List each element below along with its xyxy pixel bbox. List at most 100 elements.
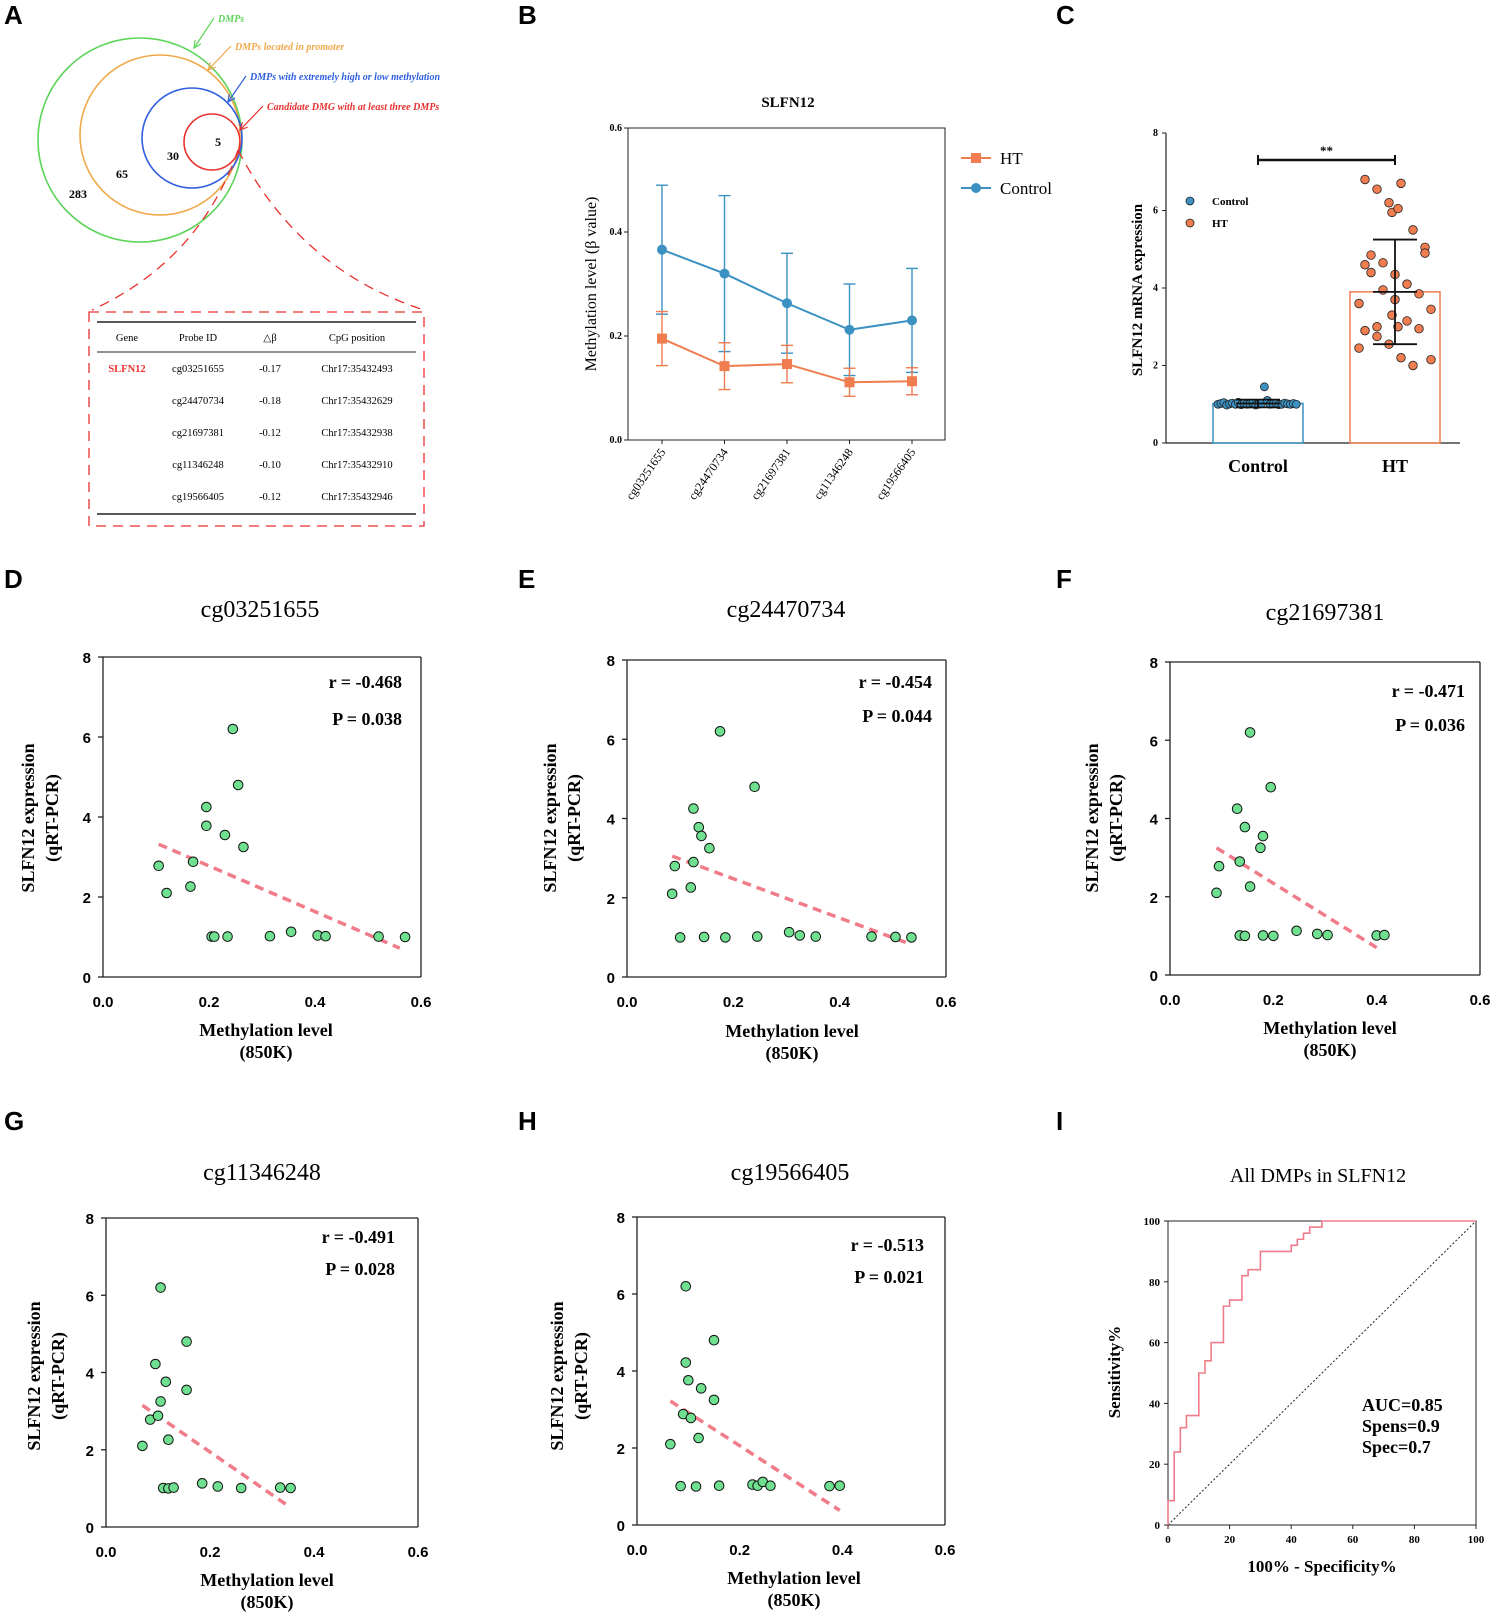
scatter-point [196, 1478, 208, 1489]
r-value: r = -0.491 [322, 1227, 395, 1247]
y-tick-label: 8 [86, 1211, 94, 1228]
y-axis-label: Methylation level (β value) [583, 197, 600, 372]
venn-label-2: DMPs located in promoter [234, 42, 344, 53]
x-category-label: Control [1228, 456, 1288, 476]
scatter-point [153, 860, 164, 872]
point-HT [1426, 304, 1436, 315]
scatter-point [285, 926, 297, 938]
venn-circle-3 [141, 87, 243, 189]
scatter-point [749, 781, 760, 793]
scatter-point [696, 830, 707, 842]
y-tick-label: 80 [1149, 1277, 1161, 1289]
panel-label-I: I [1056, 1106, 1063, 1136]
y-tick-label: 6 [86, 1288, 94, 1305]
x-tick-label: 0.2 [723, 994, 744, 1011]
scatter-point [155, 1396, 166, 1407]
scatter-point [137, 1440, 148, 1452]
fit-line [669, 1399, 841, 1512]
y-axis-label: SLFN12 expression [18, 743, 38, 892]
point-Control [719, 268, 730, 279]
r-value: r = -0.471 [1392, 681, 1465, 701]
venn-label-4: Candidate DMG with at least three DMPs [267, 102, 439, 113]
point-HT [1402, 279, 1412, 289]
y-tick-label: 100 [1144, 1216, 1161, 1228]
scatter-point [674, 932, 686, 943]
y-tick-label: 6 [1153, 206, 1158, 217]
scatter-title: cg19566405 [731, 1160, 850, 1186]
scatter-point [1379, 929, 1390, 941]
table-cpg: Chr17:35432946 [321, 492, 392, 503]
table-delta: -0.12 [259, 492, 281, 503]
table-gene: SLFN12 [108, 364, 145, 375]
x-axis-label-2: (850K) [241, 1592, 294, 1613]
point-HT [657, 333, 667, 344]
table-delta: -0.10 [259, 460, 281, 471]
x-tick-label: 0.4 [305, 994, 327, 1011]
scatter-point [160, 1376, 172, 1388]
scatter-point [1257, 930, 1269, 941]
point-Control [844, 324, 855, 335]
y-tick-label: 8 [1153, 128, 1158, 139]
point-HT [1420, 248, 1430, 258]
table-cpg: Chr17:35432629 [321, 396, 392, 407]
x-tick-label: cg03251655 [623, 446, 668, 503]
x-tick-label: 0.4 [1366, 992, 1388, 1009]
scatter-point [181, 1336, 192, 1347]
scatter-point [713, 1480, 725, 1492]
scatter-point [680, 1281, 692, 1292]
x-tick-label: 40 [1286, 1534, 1298, 1546]
x-tick-label: 0 [1165, 1534, 1171, 1546]
table-cpg: Chr17:35432938 [321, 428, 392, 439]
y-tick-label: 0 [607, 970, 615, 987]
x-tick-label: 0.6 [411, 994, 432, 1011]
point-HT [907, 376, 917, 387]
scatter-point [222, 931, 233, 942]
r-value: r = -0.513 [851, 1235, 924, 1255]
scatter-point [373, 931, 384, 942]
y-tick-label: 0 [617, 1518, 625, 1535]
x-category-label: HT [1382, 456, 1408, 476]
scatter-point [751, 931, 763, 942]
scatter-point [232, 779, 244, 791]
scatter-point [185, 881, 196, 892]
y-tick-label: 60 [1149, 1338, 1161, 1350]
y-tick-label: 4 [1150, 812, 1159, 829]
scatter-point [810, 931, 822, 942]
scatter-point [152, 1410, 164, 1422]
scatter-point [688, 803, 699, 814]
y-tick-label: 2 [86, 1443, 94, 1460]
y-axis-label-2: (qRT-PCR) [42, 774, 63, 862]
table-delta: -0.18 [259, 396, 281, 407]
scatter-point [1291, 925, 1302, 937]
y-axis-label-2: (qRT-PCR) [564, 774, 585, 862]
y-axis-label: SLFN12 expression [1082, 743, 1102, 892]
x-axis-label: 100% - Specificity% [1247, 1557, 1396, 1576]
y-axis-label: SLFN12 mRNA expression [1130, 203, 1146, 376]
point-HT [1360, 174, 1370, 185]
legend-label: Control [1212, 196, 1248, 208]
scatter-point [227, 723, 239, 735]
scatter-point [235, 1482, 247, 1494]
point-HT [1414, 323, 1424, 334]
scatter-point [1255, 842, 1266, 854]
y-tick-label: 20 [1149, 1459, 1161, 1471]
spec-label: Spec=0.7 [1362, 1437, 1431, 1457]
table-header: △β [263, 333, 276, 344]
x-tick-label: 0.6 [935, 1542, 956, 1559]
legend-label: Control [1000, 179, 1052, 198]
x-axis-label-2: (850K) [1304, 1040, 1357, 1061]
point-HT [1408, 225, 1418, 235]
venn-arrow-4 [239, 105, 264, 131]
scatter-point [1213, 860, 1225, 872]
y-tick-label: 2 [1153, 361, 1158, 372]
panel-label-D: D [4, 564, 23, 594]
reference-diagonal [1167, 1220, 1477, 1526]
table-delta: -0.12 [259, 428, 281, 439]
scatter-point [264, 930, 276, 942]
x-tick-label: 60 [1347, 1534, 1359, 1546]
scatter-point [720, 932, 731, 943]
y-axis-label: SLFN12 expression [24, 1301, 44, 1450]
scatter-point [665, 1438, 676, 1450]
scatter-point [1211, 887, 1222, 899]
